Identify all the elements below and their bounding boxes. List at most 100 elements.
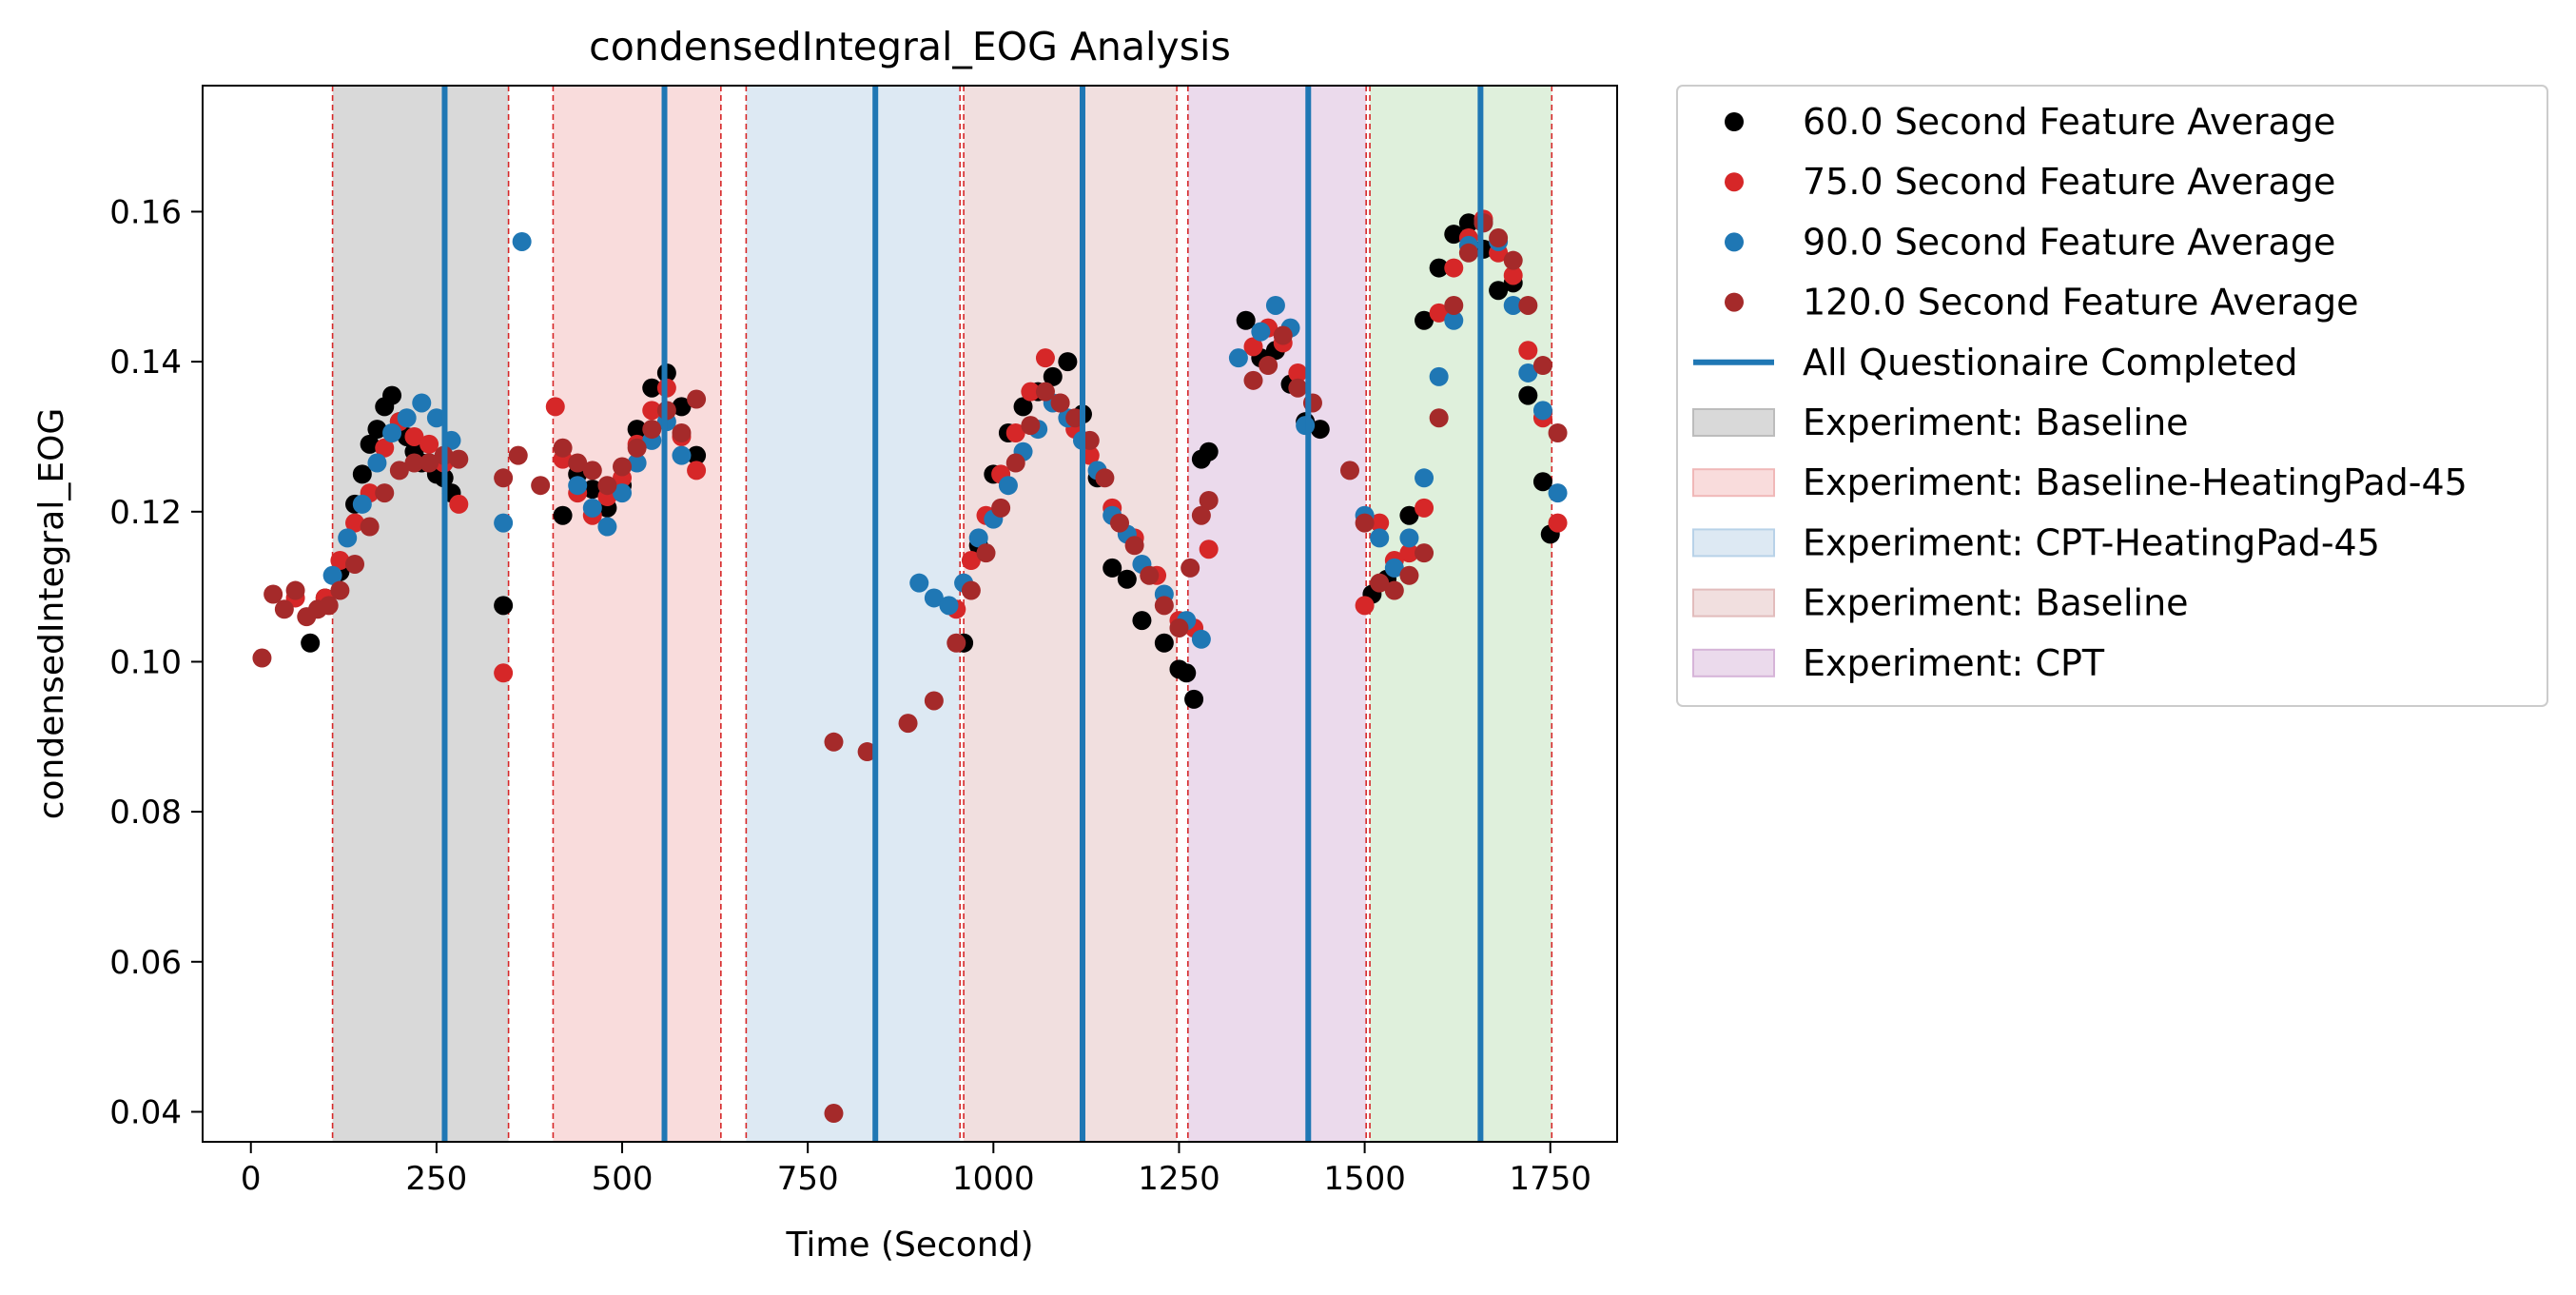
data-point [1181, 558, 1200, 578]
data-point [1399, 543, 1419, 563]
data-point [672, 445, 692, 465]
data-point [1370, 528, 1390, 548]
data-point [420, 434, 439, 454]
legend-patch-swatch [1692, 408, 1775, 437]
data-point [1518, 363, 1538, 383]
data-point [1429, 366, 1449, 386]
data-point [494, 663, 514, 683]
data-point [404, 426, 424, 446]
data-point [1199, 441, 1219, 461]
legend-marker [1725, 232, 1744, 252]
data-point [1355, 596, 1375, 616]
data-point [545, 397, 565, 417]
data-point [1035, 348, 1055, 368]
y-axis-ticks: 0.04 0.06 0.08 0.10 0.12 0.14 0.16 [109, 193, 203, 1131]
data-point [1169, 618, 1189, 638]
data-point [1415, 543, 1434, 563]
data-point [322, 565, 342, 585]
data-point [397, 408, 417, 428]
data-point [961, 551, 981, 571]
data-point [1489, 281, 1509, 301]
data-point [946, 633, 966, 653]
data-point [553, 505, 573, 525]
legend: 60.0 Second Feature Average 75.0 Second F… [1676, 85, 2548, 707]
legend-item: Experiment: Baseline [1692, 582, 2189, 624]
data-point [1035, 382, 1055, 402]
data-point [613, 483, 633, 503]
data-point [1415, 468, 1434, 488]
data-point [642, 378, 662, 398]
data-point [597, 517, 617, 537]
data-point [1503, 295, 1523, 315]
data-point [1415, 498, 1434, 518]
data-point [1288, 363, 1308, 383]
legend-marker [1725, 292, 1744, 312]
data-point [345, 554, 365, 574]
data-point [274, 599, 294, 619]
data-point [360, 517, 380, 537]
chart-title: condensedIntegral_EOG Analysis [589, 24, 1231, 69]
data-point [1021, 382, 1041, 402]
data-point [420, 453, 439, 473]
y-tick-label: 0.06 [109, 944, 182, 982]
y-tick-label: 0.04 [109, 1093, 182, 1131]
x-tick-label: 1000 [952, 1160, 1035, 1198]
y-tick-label: 0.16 [109, 193, 182, 231]
legend-item: Experiment: Baseline [1692, 402, 2189, 443]
data-point [1005, 423, 1025, 443]
data-point [1199, 490, 1219, 510]
data-point [1236, 310, 1256, 330]
data-point [1124, 536, 1144, 556]
data-point [301, 633, 321, 653]
data-point [582, 498, 602, 518]
data-point [687, 461, 707, 481]
legend-label: Experiment: CPT [1803, 642, 2105, 684]
data-point [1184, 689, 1204, 709]
data-point [687, 389, 707, 409]
data-point [824, 1104, 844, 1124]
y-tick-label: 0.10 [109, 643, 182, 681]
data-point [531, 476, 551, 496]
data-point [1548, 513, 1568, 533]
data-point [1050, 393, 1070, 413]
data-point [508, 445, 528, 465]
data-point [1384, 558, 1404, 578]
data-point [367, 420, 387, 440]
data-point [1489, 228, 1509, 248]
data-point [1110, 513, 1130, 533]
data-point [1199, 540, 1219, 559]
data-point [382, 423, 402, 443]
x-tick-label: 0 [241, 1160, 262, 1198]
data-point [263, 584, 283, 604]
data-point [1518, 341, 1538, 361]
data-point [582, 461, 602, 481]
data-point [330, 580, 350, 600]
data-point [1243, 337, 1263, 357]
x-tick-label: 750 [777, 1160, 839, 1198]
data-point [1154, 633, 1174, 653]
data-point [1532, 356, 1552, 376]
data-point [1013, 397, 1033, 417]
data-point [345, 513, 365, 533]
x-axis-ticks: 0 250 500 750 1000 1250 1500 1750 [241, 1142, 1591, 1198]
data-point [1355, 513, 1375, 533]
data-point [1259, 356, 1278, 376]
phase-bands [332, 86, 1552, 1142]
data-point [568, 453, 588, 473]
legend-marker [1725, 172, 1744, 192]
legend-item: 75.0 Second Feature Average [1725, 161, 2335, 203]
data-point [627, 438, 647, 458]
data-point [1429, 408, 1449, 428]
legend-label: Experiment: Baseline [1803, 582, 2189, 624]
data-point [824, 732, 844, 752]
data-point [1021, 416, 1041, 436]
data-point [898, 714, 918, 734]
data-point [1444, 310, 1464, 330]
data-point [1473, 213, 1493, 233]
legend-patch-swatch [1692, 588, 1775, 618]
data-point [338, 528, 358, 548]
legend-item: 90.0 Second Feature Average [1725, 221, 2335, 263]
y-axis-title: condensedIntegral_EOG [32, 408, 71, 820]
data-point [939, 596, 959, 616]
data-point [494, 513, 514, 533]
